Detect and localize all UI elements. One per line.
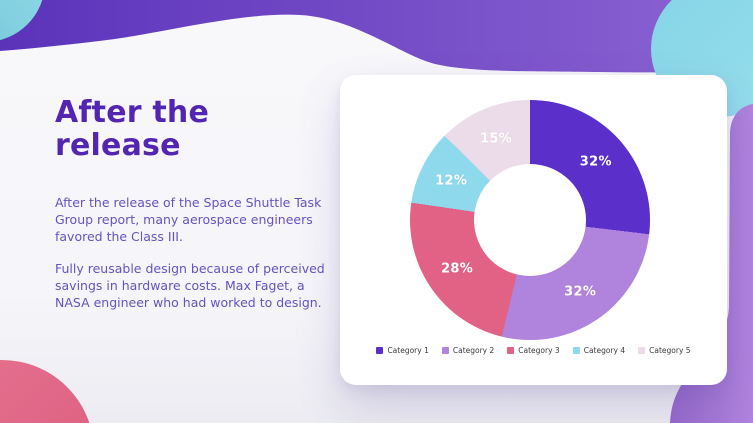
legend-item-3: Category 3	[507, 346, 560, 355]
legend-item-1: Category 1	[376, 346, 429, 355]
slice-label-4: 12%	[435, 173, 468, 189]
legend-swatch-icon	[572, 347, 580, 355]
legend-label: Category 3	[518, 346, 560, 355]
legend-swatch-icon	[441, 347, 449, 355]
legend-item-2: Category 2	[441, 346, 495, 355]
legend-item-4: Category 4	[572, 346, 626, 355]
slide-paragraph-1: After the release of the Space Shuttle T…	[55, 195, 322, 244]
top-left-cyan-circle	[0, 0, 43, 41]
legend-label: Category 5	[649, 346, 691, 355]
text-column: After the release After the release of t…	[55, 96, 335, 326]
chart-legend: Category 1 Category 2 Category 3 Category 4…	[340, 347, 727, 355]
donut-hole	[474, 164, 586, 276]
slice-label-2: 32%	[564, 284, 597, 300]
donut-chart: 32% 32% 28% 12% 15%	[410, 100, 650, 340]
top-wave-band	[0, 0, 753, 73]
legend-item-5: Category 5	[638, 346, 691, 355]
legend-swatch-icon	[638, 347, 646, 355]
slide-paragraph-2: Fully reusable design because of perceiv…	[55, 261, 325, 310]
legend-label: Category 4	[583, 346, 626, 355]
slice-label-5: 15%	[480, 131, 513, 147]
chart-card: 32% 32% 28% 12% 15% Category 1 Category 2 Cate…	[340, 75, 727, 385]
bottom-left-pink-circle	[0, 360, 90, 423]
slide-title: After the release	[55, 95, 210, 163]
legend-swatch-icon	[507, 347, 515, 355]
slice-label-1: 32%	[579, 154, 612, 170]
legend-swatch-icon	[376, 347, 384, 355]
legend-label: Category 1	[387, 346, 429, 355]
slice-label-3: 28%	[441, 261, 474, 277]
legend-label: Category 2	[452, 346, 495, 355]
